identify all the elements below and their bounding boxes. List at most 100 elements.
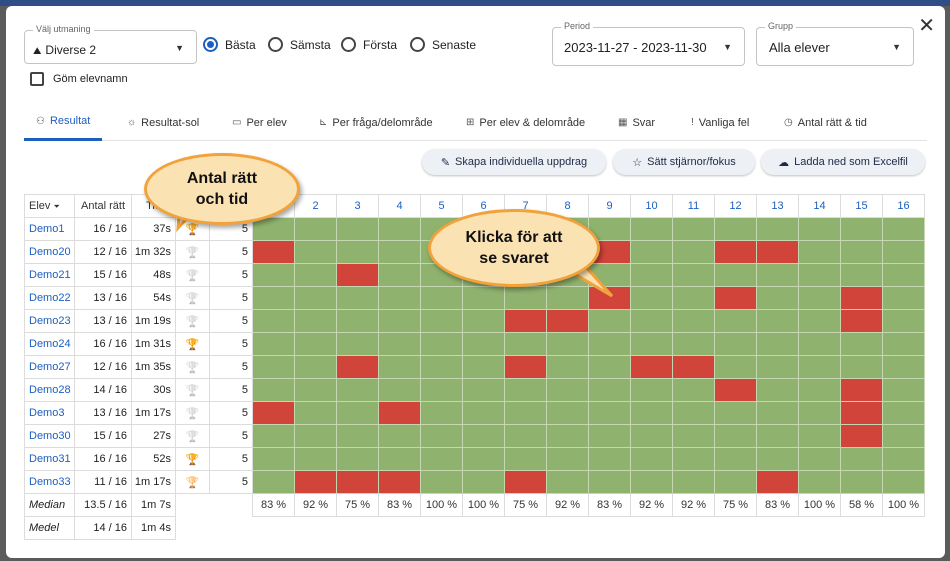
answer-cell-correct[interactable]	[504, 401, 547, 425]
answer-cell-wrong[interactable]	[504, 309, 547, 333]
question-column-header[interactable]: 5	[420, 194, 463, 218]
answer-cell-wrong[interactable]	[336, 470, 379, 494]
answer-cell-wrong[interactable]	[504, 470, 547, 494]
answer-cell-wrong[interactable]	[840, 378, 883, 402]
answer-cell-correct[interactable]	[714, 217, 757, 241]
answer-cell-correct[interactable]	[294, 263, 337, 287]
answer-cell-wrong[interactable]	[294, 470, 337, 494]
answer-cell-wrong[interactable]	[252, 240, 295, 264]
answer-cell-correct[interactable]	[462, 332, 505, 356]
answer-cell-correct[interactable]	[588, 447, 631, 471]
answer-cell-correct[interactable]	[462, 309, 505, 333]
answer-cell-correct[interactable]	[630, 286, 673, 310]
answer-cell-correct[interactable]	[420, 470, 463, 494]
answer-cell-correct[interactable]	[420, 355, 463, 379]
question-column-header[interactable]: 2	[294, 194, 337, 218]
answer-cell-wrong[interactable]	[756, 240, 799, 264]
answer-cell-correct[interactable]	[252, 309, 295, 333]
close-icon[interactable]: ✕	[918, 15, 935, 37]
answer-cell-correct[interactable]	[756, 401, 799, 425]
answer-cell-correct[interactable]	[756, 355, 799, 379]
answer-cell-correct[interactable]	[378, 286, 421, 310]
radio-best[interactable]: Bästa	[203, 37, 256, 52]
answer-cell-correct[interactable]	[798, 332, 841, 356]
student-name-link[interactable]: Demo28	[24, 378, 75, 402]
answer-cell-correct[interactable]	[378, 263, 421, 287]
answer-cell-correct[interactable]	[294, 447, 337, 471]
student-column-header[interactable]: Elev ⏷	[24, 194, 75, 218]
tab-vanliga-fel[interactable]: ! Vanliga fel	[691, 104, 749, 141]
answer-cell-correct[interactable]	[420, 332, 463, 356]
answer-cell-correct[interactable]	[756, 424, 799, 448]
question-column-header[interactable]: 13	[756, 194, 799, 218]
answer-cell-correct[interactable]	[378, 355, 421, 379]
answer-cell-correct[interactable]	[546, 355, 589, 379]
question-column-header[interactable]: 3	[336, 194, 379, 218]
answer-cell-wrong[interactable]	[714, 286, 757, 310]
question-column-header[interactable]: 4	[378, 194, 421, 218]
answer-cell-correct[interactable]	[840, 355, 883, 379]
answer-cell-correct[interactable]	[714, 470, 757, 494]
answer-cell-correct[interactable]	[756, 286, 799, 310]
answer-cell-wrong[interactable]	[630, 355, 673, 379]
question-column-header[interactable]: 12	[714, 194, 757, 218]
answer-cell-correct[interactable]	[840, 332, 883, 356]
answer-cell-correct[interactable]	[840, 447, 883, 471]
answer-cell-correct[interactable]	[252, 263, 295, 287]
answer-cell-correct[interactable]	[630, 378, 673, 402]
answer-cell-correct[interactable]	[882, 309, 925, 333]
answer-cell-correct[interactable]	[378, 332, 421, 356]
answer-cell-correct[interactable]	[294, 401, 337, 425]
answer-cell-wrong[interactable]	[714, 240, 757, 264]
answer-cell-correct[interactable]	[756, 447, 799, 471]
answer-cell-correct[interactable]	[336, 401, 379, 425]
answer-cell-wrong[interactable]	[840, 401, 883, 425]
answer-cell-correct[interactable]	[672, 378, 715, 402]
answer-cell-correct[interactable]	[840, 240, 883, 264]
answer-cell-correct[interactable]	[882, 470, 925, 494]
answer-cell-correct[interactable]	[336, 378, 379, 402]
answer-cell-correct[interactable]	[378, 447, 421, 471]
answer-cell-correct[interactable]	[840, 263, 883, 287]
answer-cell-correct[interactable]	[630, 332, 673, 356]
answer-cell-correct[interactable]	[798, 447, 841, 471]
answer-cell-correct[interactable]	[294, 309, 337, 333]
answer-cell-correct[interactable]	[462, 286, 505, 310]
answer-cell-correct[interactable]	[882, 240, 925, 264]
answer-cell-correct[interactable]	[378, 240, 421, 264]
assignment-select[interactable]: Välj utmaning ⛰ Diverse 2 ▼	[24, 24, 197, 64]
answer-cell-correct[interactable]	[420, 447, 463, 471]
answer-cell-correct[interactable]	[588, 378, 631, 402]
answer-cell-correct[interactable]	[798, 470, 841, 494]
answer-cell-wrong[interactable]	[672, 355, 715, 379]
answer-cell-correct[interactable]	[756, 263, 799, 287]
answer-cell-correct[interactable]	[252, 378, 295, 402]
question-column-header[interactable]: 9	[588, 194, 631, 218]
answer-cell-correct[interactable]	[714, 424, 757, 448]
answer-cell-wrong[interactable]	[714, 378, 757, 402]
answer-cell-wrong[interactable]	[378, 470, 421, 494]
answer-cell-correct[interactable]	[588, 309, 631, 333]
answer-cell-correct[interactable]	[714, 401, 757, 425]
answer-cell-correct[interactable]	[798, 424, 841, 448]
answer-cell-correct[interactable]	[630, 424, 673, 448]
answer-cell-correct[interactable]	[882, 424, 925, 448]
set-stars-button[interactable]: ☆ Sätt stjärnor/fokus	[613, 149, 755, 175]
answer-cell-correct[interactable]	[294, 240, 337, 264]
answer-cell-correct[interactable]	[504, 378, 547, 402]
answer-cell-correct[interactable]	[252, 217, 295, 241]
answer-cell-correct[interactable]	[798, 355, 841, 379]
answer-cell-correct[interactable]	[714, 447, 757, 471]
answer-cell-correct[interactable]	[798, 263, 841, 287]
answer-cell-correct[interactable]	[462, 470, 505, 494]
answer-cell-correct[interactable]	[882, 263, 925, 287]
student-name-link[interactable]: Demo21	[24, 263, 75, 287]
answer-cell-correct[interactable]	[252, 332, 295, 356]
student-name-link[interactable]: Demo27	[24, 355, 75, 379]
answer-cell-correct[interactable]	[882, 332, 925, 356]
answer-cell-correct[interactable]	[798, 286, 841, 310]
tab-per-elev[interactable]: ▭ Per elev	[232, 104, 287, 141]
answer-cell-correct[interactable]	[672, 309, 715, 333]
student-name-link[interactable]: Demo23	[24, 309, 75, 333]
answer-cell-wrong[interactable]	[504, 355, 547, 379]
